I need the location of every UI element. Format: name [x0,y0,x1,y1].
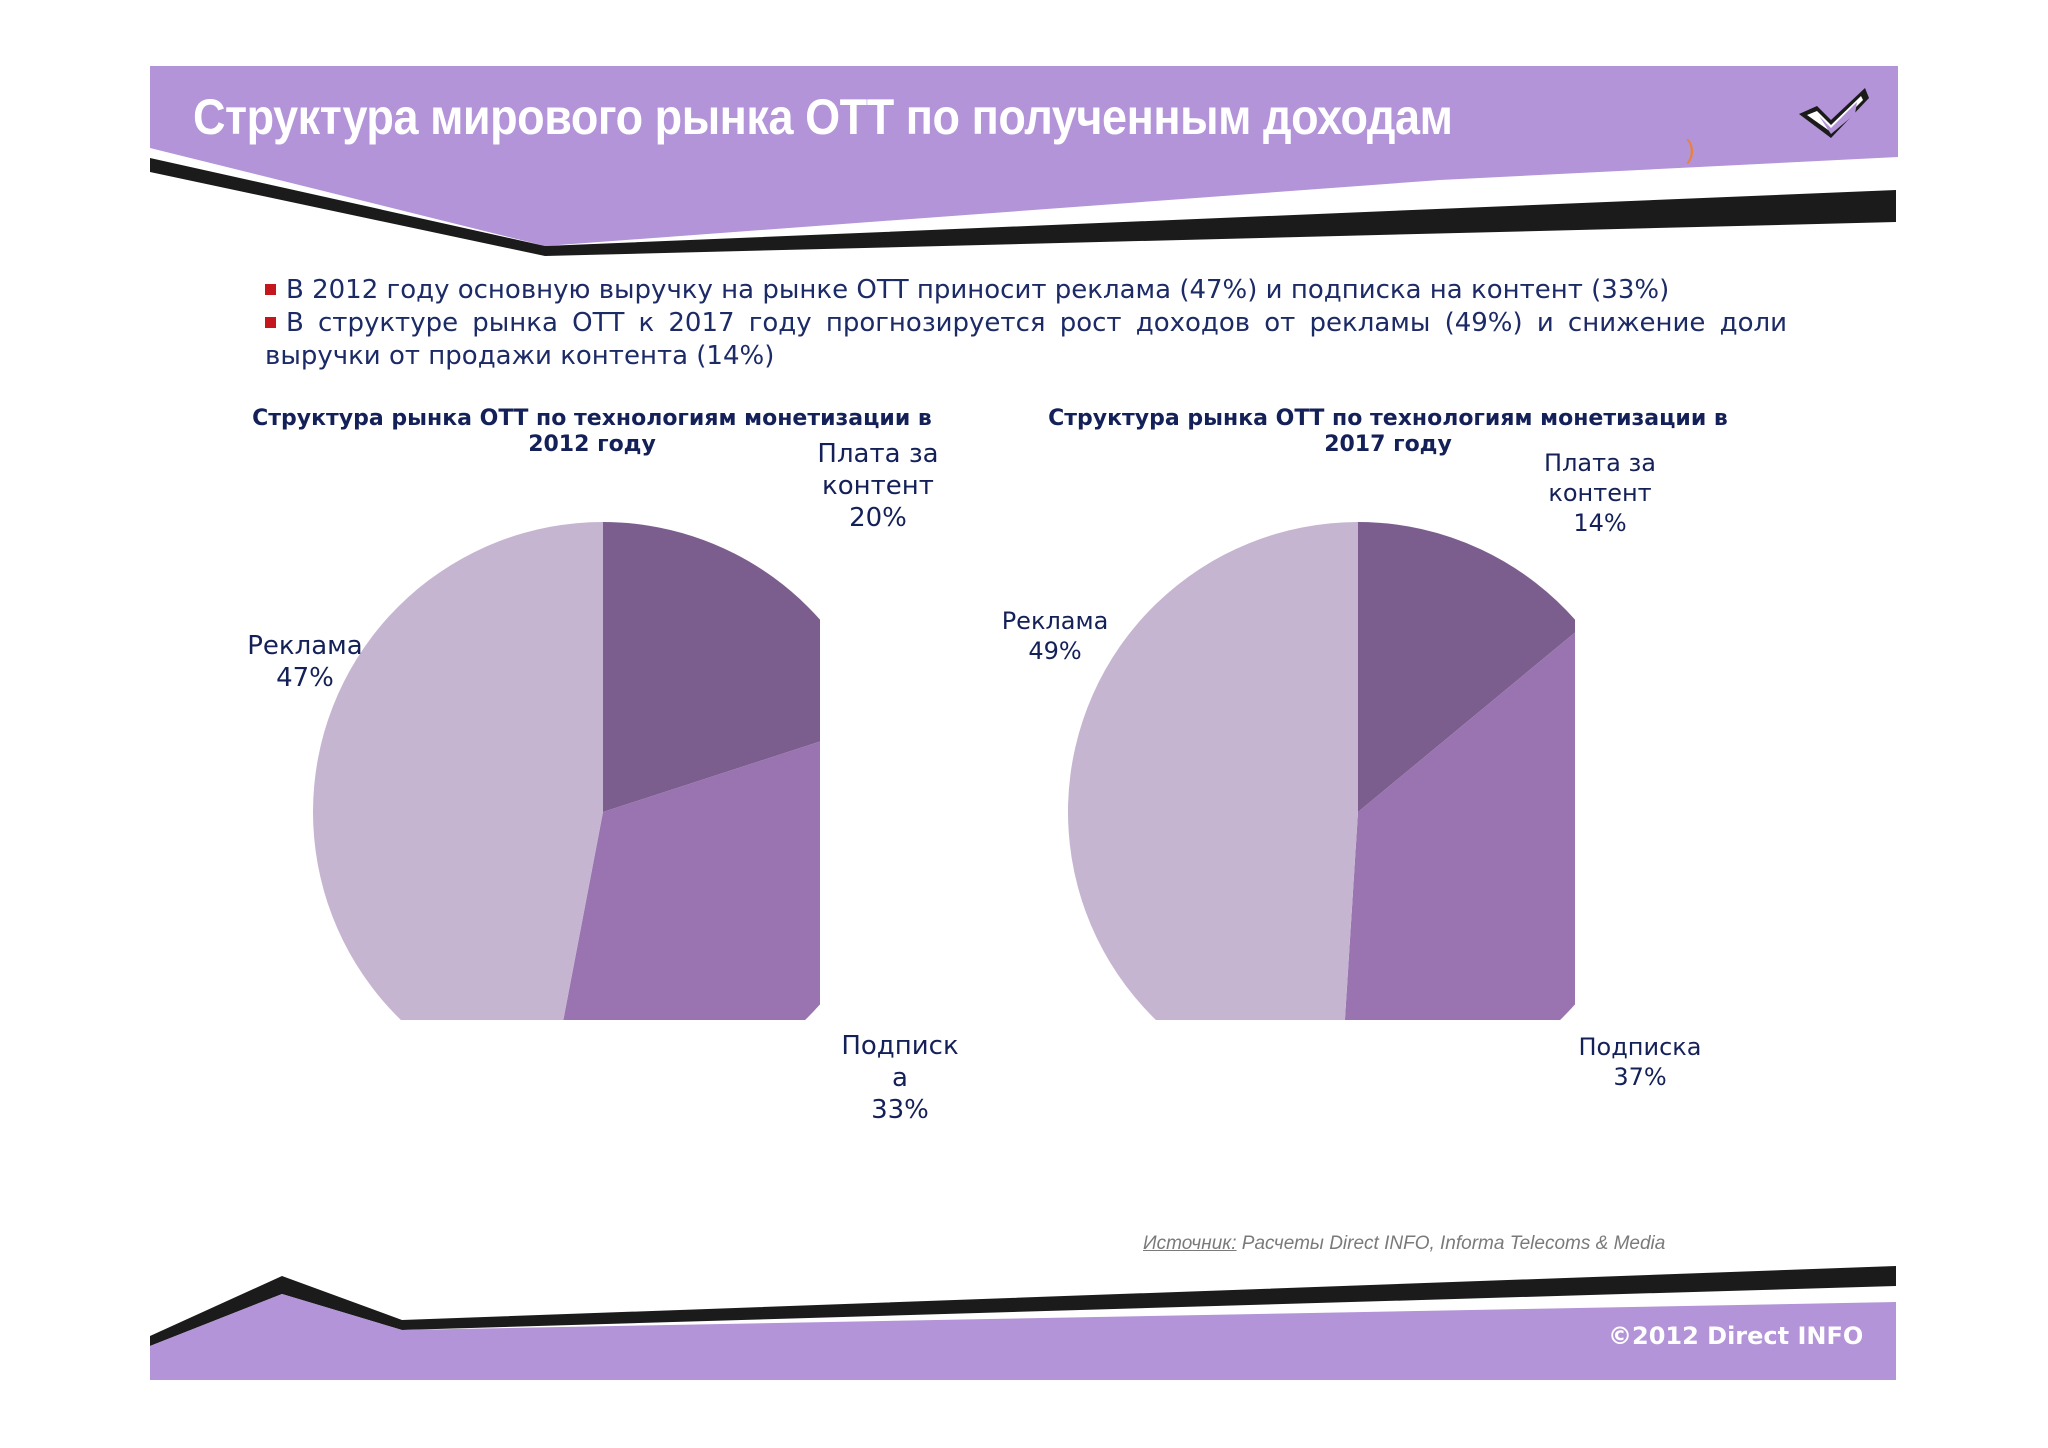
bullet-list: В 2012 году основную выручку на рынке ОТ… [265,274,1787,373]
pie-label-ads: Реклама 49% [1001,607,1109,665]
bullet-item-continuation: выручки от продажи контента (14%) [265,341,775,371]
page-title: Структура мирового рынка ОТТ по полученн… [193,89,1453,145]
footer-stripe [150,1266,1896,1346]
bullet-item: В 2012 году основную выручку на рынке ОТ… [265,274,1787,307]
pie-chart-2017 [1068,522,1575,1020]
pie-label-content: Плата за контент 14% [1544,449,1656,537]
bullet-square-icon [265,317,276,328]
bullet-square-icon [265,284,276,295]
header-paren-mark: ) [1686,134,1695,164]
pie-slice-subscription [563,741,820,1020]
header-banner [150,66,1898,246]
pie-slice-content [603,522,820,812]
pie-slice-ads [1068,522,1358,1020]
chart-title-2017: Структура рынка ОТТ по технологиям монет… [1048,406,1728,457]
pie-label-subscription: Подписка 37% [1578,1033,1702,1091]
pie-label-content: Плата за контент 20% [817,439,939,533]
pie-chart-2012 [313,522,820,1020]
checkmark-logo-icon [1795,84,1871,146]
pie-label-subscription: Подписк а 33% [841,1031,959,1125]
header-stripe [150,158,1896,256]
pie-slice-ads [313,522,603,1020]
footer-banner [150,1294,1896,1380]
bullet-item: В структуре рынка ОТТ к 2017 году прогно… [265,307,1787,340]
chart-title-2012: Структура рынка ОТТ по технологиям монет… [252,406,932,457]
pie-slice-subscription [1344,632,1575,1020]
copyright: ©2012 Direct INFO [1608,1322,1864,1350]
pie-slice-content [1358,522,1575,812]
source-note: Источник: Расчеты Direct INFO, Informa T… [1143,1233,1666,1254]
pie-label-ads: Реклама 47% [247,631,363,693]
